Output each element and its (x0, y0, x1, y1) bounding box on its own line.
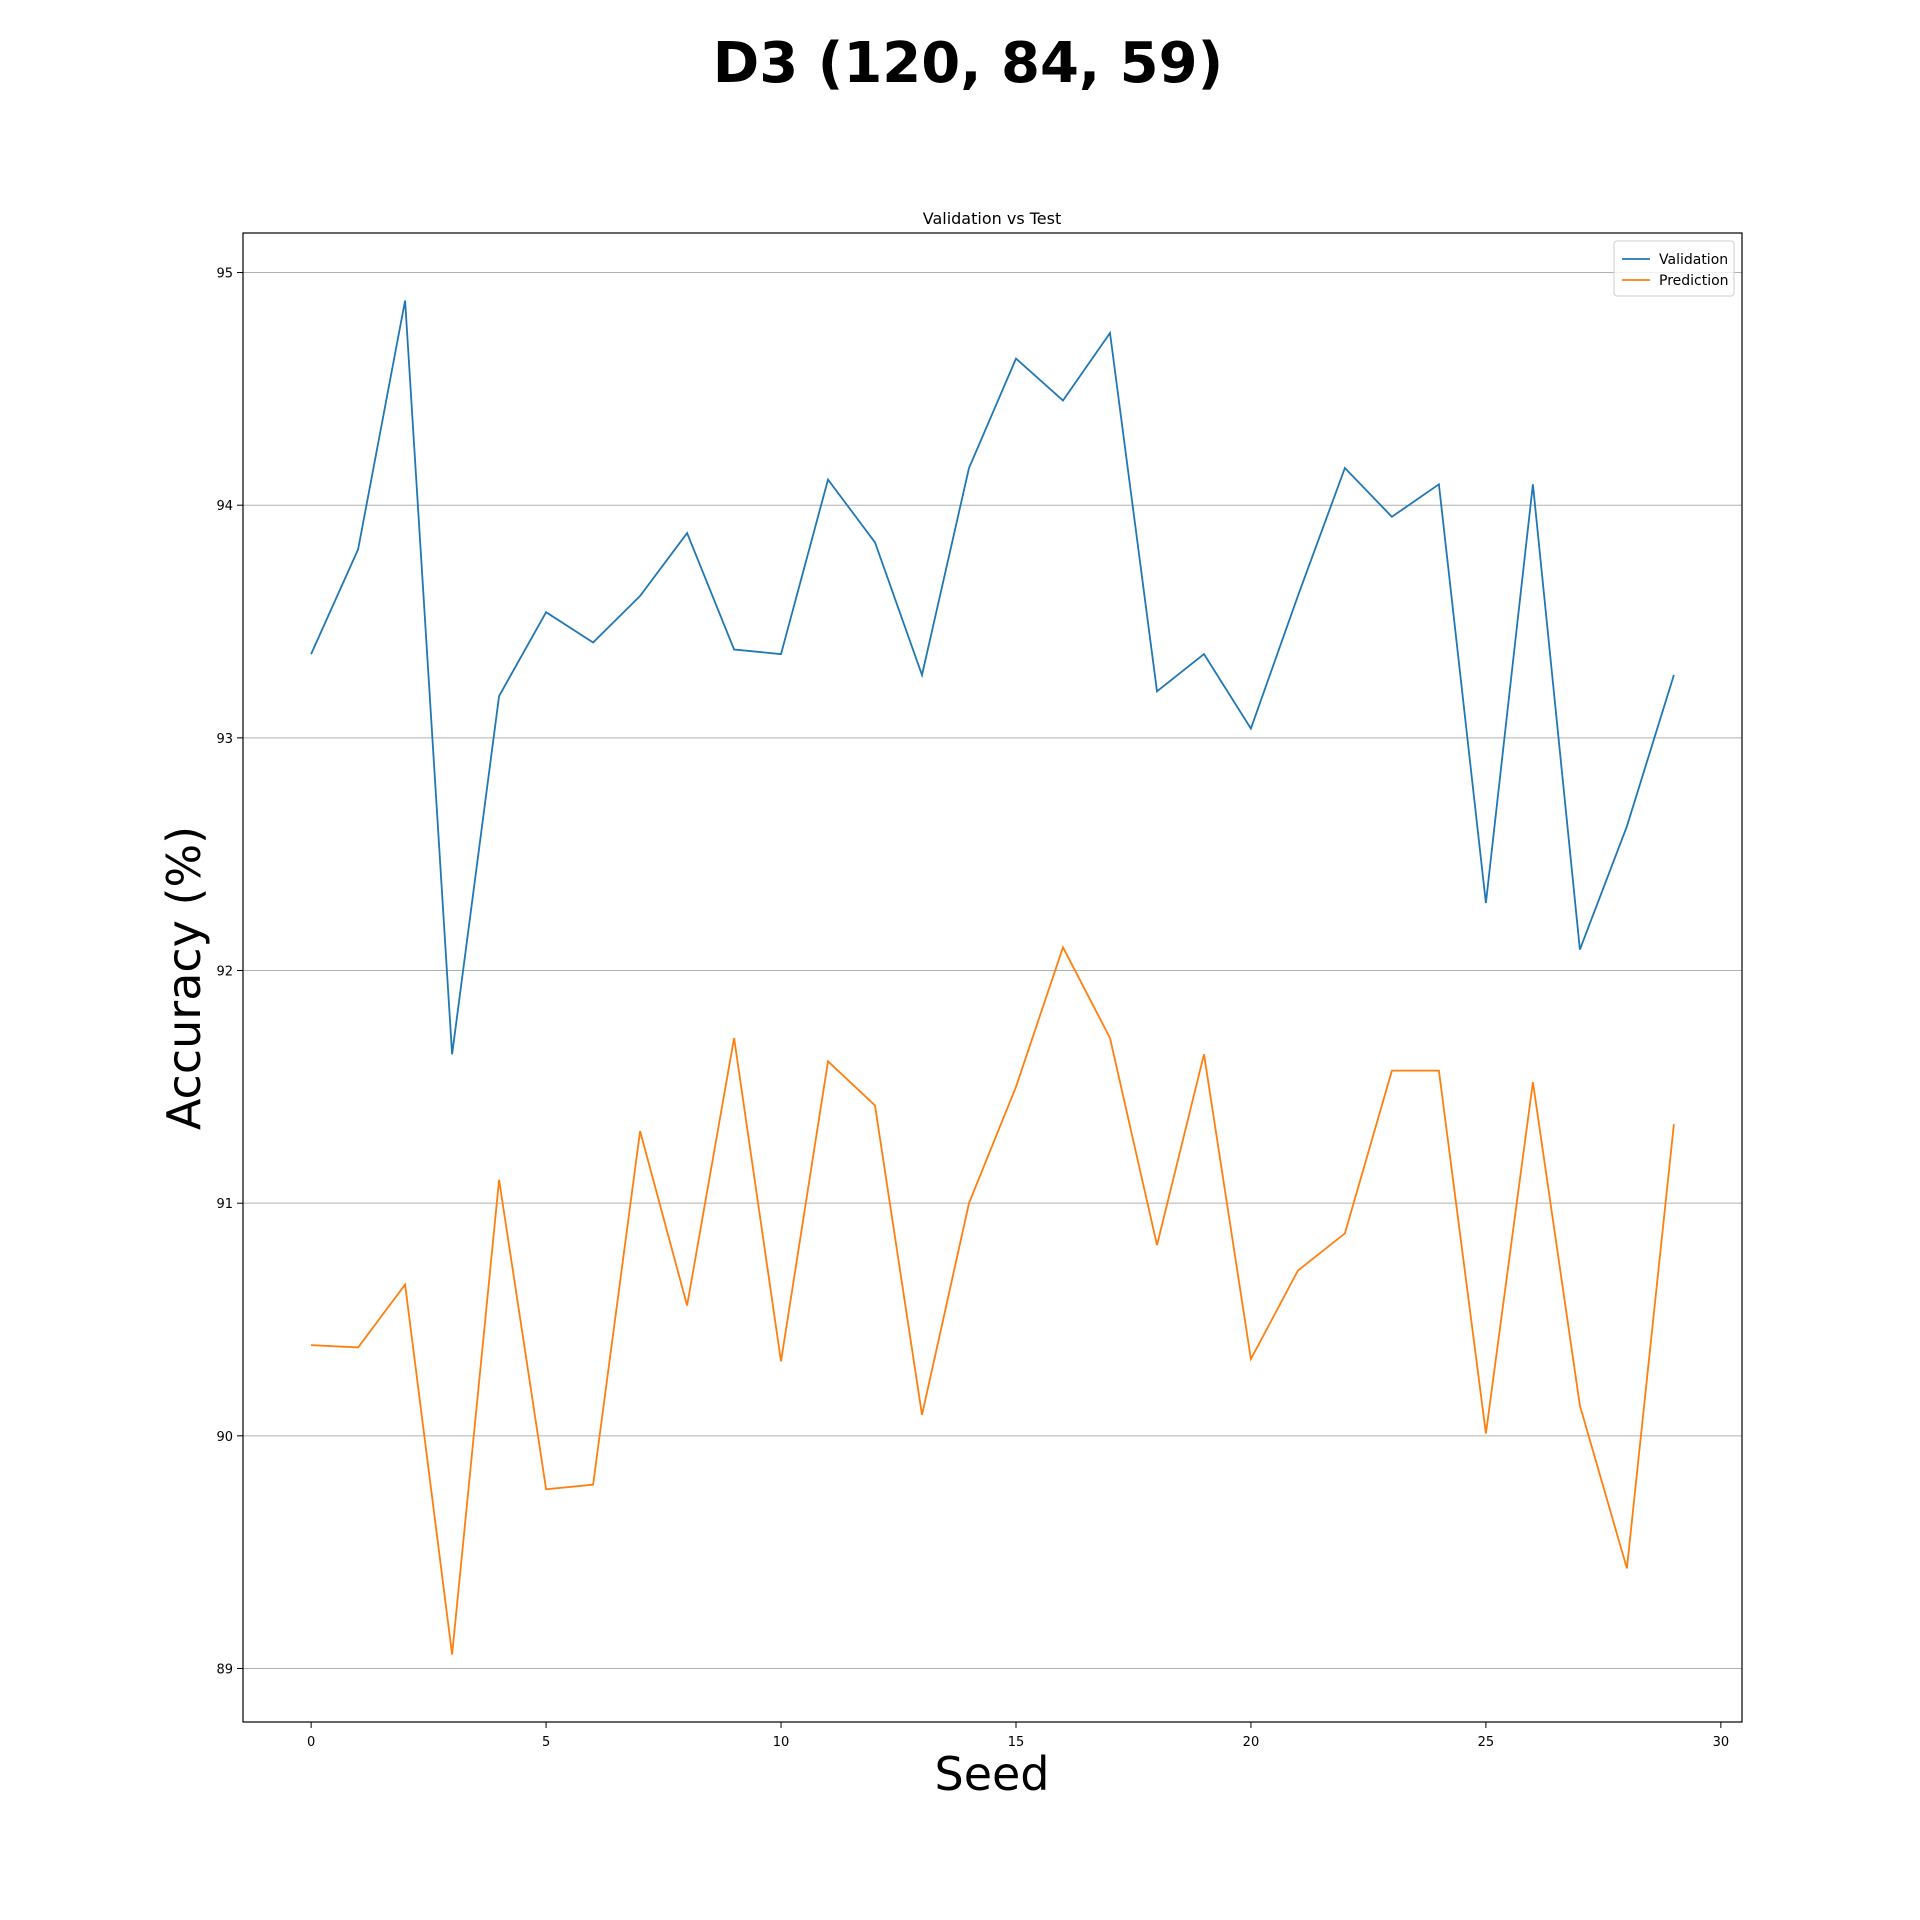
x-tick-label: 25 (1478, 1735, 1495, 1750)
y-tick-label: 93 (216, 732, 233, 747)
plot-area-frame (242, 232, 1743, 1723)
series-line-prediction (311, 945, 1675, 1655)
x-tick-label: 5 (542, 1735, 550, 1750)
y-tick-label: 89 (216, 1662, 233, 1677)
x-tick-label: 15 (1008, 1735, 1025, 1750)
x-tick-label: 10 (773, 1735, 790, 1750)
gridlines (243, 272, 1742, 1669)
series-lines (310, 300, 1675, 1655)
y-tick-label: 92 (216, 965, 233, 980)
legend-entry-label: Prediction (1659, 273, 1729, 289)
x-axis-label: Seed (935, 1747, 1050, 1801)
x-tick-label: 0 (307, 1735, 315, 1750)
legend-box (1613, 240, 1735, 297)
legend: Validation Prediction (1613, 240, 1735, 297)
y-tick-label: 94 (216, 499, 233, 514)
x-tick-label: 20 (1243, 1735, 1260, 1750)
axis-ticks: 89 90 91 92 93 94 95 0 5 10 15 20 25 30 (216, 267, 1729, 1750)
x-tick-label: 30 (1713, 1735, 1730, 1750)
series-line-validation (310, 300, 1675, 1055)
figure-suptitle: D3 (120, 84, 59) (713, 31, 1223, 96)
y-tick-label: 91 (216, 1197, 233, 1212)
legend-entry-label: Validation (1659, 252, 1728, 268)
y-tick-label: 90 (216, 1430, 233, 1445)
chart-title: Validation vs Test (923, 209, 1062, 228)
y-tick-label: 95 (216, 267, 233, 282)
y-axis-label: Accuracy (%) (157, 826, 211, 1130)
